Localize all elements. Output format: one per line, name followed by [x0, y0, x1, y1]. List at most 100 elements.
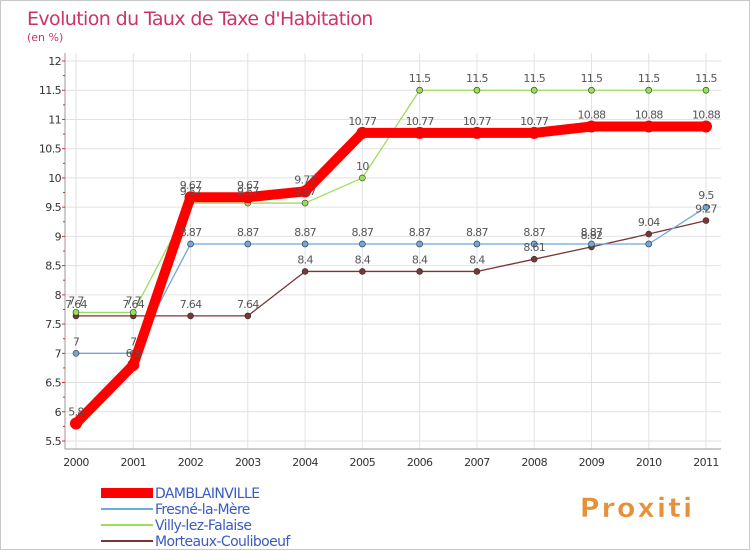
legend-item: Villy-lez-Falaise: [101, 518, 252, 534]
x-tick-label: 2001: [120, 456, 146, 469]
proxiti-logo: Proxiti: [579, 493, 695, 525]
data-label: 9.27: [695, 203, 717, 216]
data-label: 11.5: [695, 72, 717, 85]
data-point: [299, 185, 312, 198]
data-label: 11.5: [523, 72, 545, 85]
data-label: 10.77: [520, 115, 549, 128]
y-tick-label: 7.5: [45, 318, 61, 331]
x-tick-label: 2004: [292, 456, 318, 469]
data-point: [356, 126, 369, 139]
y-tick-label: 11.5: [39, 84, 62, 97]
x-tick-label: 2002: [178, 456, 204, 469]
data-point: [588, 86, 595, 94]
data-point: [702, 86, 710, 94]
data-point: [301, 240, 309, 248]
y-tick-label: 12: [48, 55, 61, 68]
data-label: 11.5: [638, 72, 660, 85]
y-tick-label: 6.5: [45, 377, 61, 390]
data-label: 8.4: [412, 253, 428, 266]
data-label: 9.57: [294, 185, 316, 198]
data-point: [70, 417, 82, 430]
data-label: 11.5: [466, 72, 488, 85]
data-label: 8.87: [409, 226, 431, 239]
data-point: [530, 240, 538, 248]
x-tick-label: 2007: [464, 456, 490, 469]
data-label: 10.77: [463, 115, 492, 128]
data-point: [359, 268, 366, 275]
y-tick-label: 8.5: [45, 260, 61, 273]
data-point: [416, 268, 423, 275]
y-tick-label: 10: [48, 172, 61, 185]
data-point: [645, 86, 653, 94]
series-line: [71, 121, 711, 429]
x-tick-label: 2011: [693, 456, 719, 469]
data-point: [72, 309, 80, 316]
data-label: 8.4: [355, 253, 371, 266]
data-label: 10.77: [348, 115, 377, 128]
x-tick-label: 2006: [407, 456, 433, 469]
data-label: 7.64: [122, 298, 144, 311]
y-tick-label: 9.5: [45, 201, 61, 214]
data-point: [473, 86, 481, 94]
data-point: [700, 120, 712, 133]
legend-label: Fresné-la-Mère: [155, 502, 250, 518]
x-tick-label: 2008: [521, 456, 547, 469]
data-label: 9.77: [294, 173, 316, 186]
legend: DAMBLAINVILLEFresné-la-MèreVilly-lez-Fal…: [101, 486, 292, 550]
series-line: [75, 206, 707, 354]
data-label: 8.87: [180, 226, 202, 239]
data-point: [528, 126, 541, 139]
series-line: [75, 219, 707, 317]
data-point: [473, 240, 481, 248]
data-point: [702, 217, 710, 224]
data-point: [530, 86, 538, 94]
legend-item: Fresné-la-Mère: [101, 502, 250, 518]
data-label: 10.77: [406, 115, 435, 128]
data-label: 11.5: [581, 72, 603, 85]
data-point: [642, 120, 655, 133]
series-villy-lez-falaise: [72, 86, 710, 316]
data-point: [187, 240, 194, 248]
data-point: [413, 126, 426, 139]
data-point: [241, 191, 254, 204]
data-label: 9.57: [237, 185, 259, 198]
data-point: [244, 240, 252, 248]
y-tick-label: 7: [55, 347, 62, 360]
data-label: 9.67: [237, 179, 259, 192]
data-point: [359, 240, 366, 248]
data-label: 10.88: [692, 108, 721, 121]
data-point: [470, 126, 483, 139]
chart-title: Evolution du Taux de Taxe d'Habitation: [27, 8, 373, 30]
data-label: 7.64: [237, 298, 259, 311]
data-point: [184, 191, 197, 204]
data-point: [585, 120, 598, 133]
series-fresne-la-mere: [72, 203, 710, 357]
data-label: 8.87: [523, 226, 545, 239]
y-tick-label: 5.5: [45, 435, 61, 448]
legend-label: Morteaux-Couliboeuf: [155, 534, 291, 550]
x-tick-label: 2000: [63, 456, 89, 469]
data-label: 8.87: [294, 226, 316, 239]
data-label: 8.87: [581, 226, 603, 239]
data-label: 7: [130, 335, 137, 348]
logo-text: Proxiti: [580, 493, 695, 524]
data-point: [359, 174, 366, 182]
data-label: 7.64: [65, 298, 87, 311]
data-label: 7.7: [68, 294, 84, 307]
data-point: [187, 312, 194, 320]
data-point: [127, 359, 140, 371]
y-tick-label: 11: [48, 113, 61, 126]
legend-label: DAMBLAINVILLE: [155, 486, 259, 502]
data-point: [588, 240, 595, 248]
x-tick-label: 2009: [579, 456, 605, 469]
data-point: [129, 309, 137, 316]
data-point: [645, 230, 653, 238]
data-label: 10: [356, 160, 369, 173]
data-label: 7: [73, 335, 80, 348]
x-tick-label: 2003: [235, 456, 261, 469]
data-label: 8.4: [297, 253, 313, 266]
data-label: 8.87: [466, 226, 488, 239]
data-label: 9.5: [698, 189, 714, 202]
data-point: [702, 203, 710, 211]
